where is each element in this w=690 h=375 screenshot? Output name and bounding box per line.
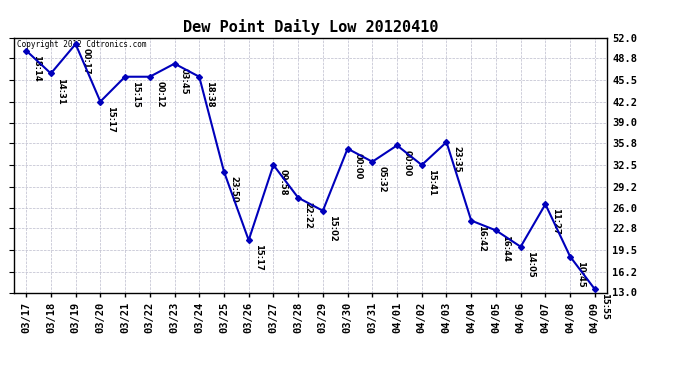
Text: 11:27: 11:27	[551, 209, 560, 235]
Text: 23:50: 23:50	[230, 176, 239, 203]
Text: 15:41: 15:41	[427, 169, 436, 196]
Text: 23:35: 23:35	[452, 146, 461, 173]
Text: 14:05: 14:05	[526, 251, 535, 278]
Text: 00:17: 00:17	[81, 48, 90, 75]
Text: 18:38: 18:38	[205, 81, 214, 107]
Text: 16:44: 16:44	[502, 234, 511, 261]
Text: Copyright 2012 Cdtronics.com: Copyright 2012 Cdtronics.com	[17, 40, 146, 49]
Text: 00:12: 00:12	[155, 81, 164, 108]
Text: 03:45: 03:45	[180, 68, 189, 94]
Text: 14:31: 14:31	[57, 78, 66, 104]
Text: 15:17: 15:17	[106, 106, 115, 132]
Text: 15:55: 15:55	[600, 293, 609, 320]
Text: 10:45: 10:45	[575, 261, 584, 288]
Text: 15:17: 15:17	[254, 244, 264, 271]
Text: 00:00: 00:00	[353, 153, 362, 179]
Text: 18:14: 18:14	[32, 55, 41, 81]
Text: 09:58: 09:58	[279, 169, 288, 196]
Text: 05:32: 05:32	[378, 166, 387, 192]
Text: 16:42: 16:42	[477, 225, 486, 252]
Text: 15:02: 15:02	[328, 215, 337, 242]
Title: Dew Point Daily Low 20120410: Dew Point Daily Low 20120410	[183, 19, 438, 35]
Text: 15:15: 15:15	[130, 81, 139, 108]
Text: 22:22: 22:22	[304, 202, 313, 229]
Text: 00:00: 00:00	[402, 150, 412, 176]
